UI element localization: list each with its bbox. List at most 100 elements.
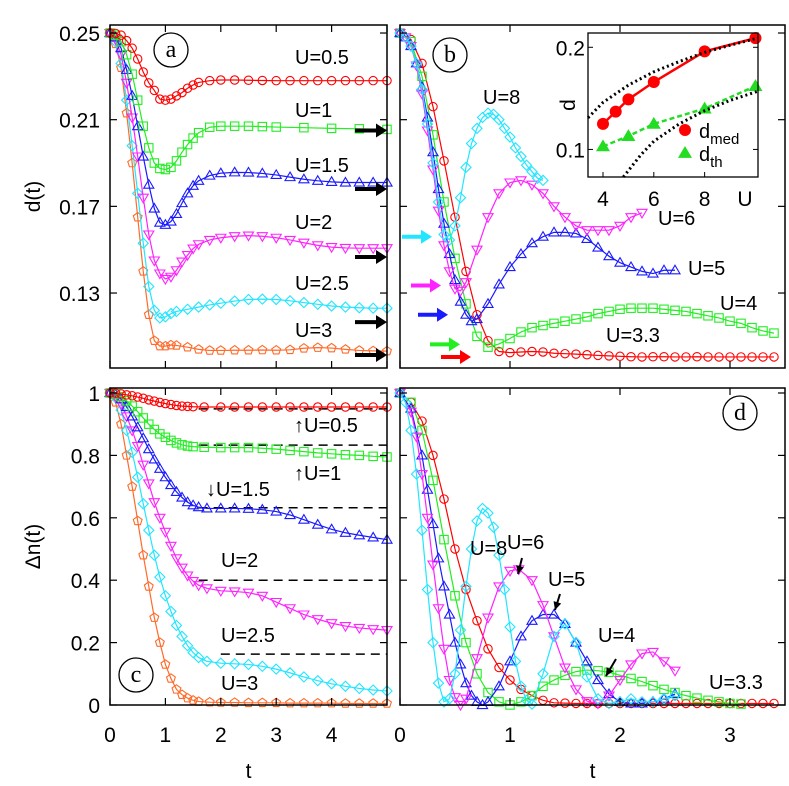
square-marker — [188, 133, 198, 143]
triangle-down-marker — [176, 257, 189, 268]
diamond-marker — [487, 521, 500, 533]
pentagon-marker — [368, 698, 379, 708]
square-marker — [604, 306, 614, 317]
diamond-marker — [284, 667, 296, 679]
square-marker — [604, 667, 614, 677]
diamond-marker — [471, 515, 483, 527]
triangle-down-marker — [148, 256, 161, 267]
pentagon-marker — [257, 697, 268, 708]
triangle-up-marker — [536, 230, 550, 241]
diamond-marker — [298, 671, 310, 683]
panel-label: a — [166, 37, 177, 63]
triangle-down-marker — [558, 213, 572, 224]
diamond-marker — [531, 172, 544, 185]
diamond-marker — [311, 674, 324, 687]
triangle-up-marker — [646, 267, 660, 278]
square-marker — [615, 304, 625, 315]
triangle-down-marker — [311, 615, 324, 626]
square-marker — [637, 303, 647, 313]
triangle-up-marker — [668, 264, 682, 275]
triangle-up-marker — [242, 166, 255, 177]
square-marker — [494, 339, 504, 349]
diamond-marker — [498, 583, 511, 596]
equilibrium-arrow-head — [376, 347, 387, 362]
triangle-up-marker — [448, 636, 462, 647]
triangle-down-marker — [126, 113, 139, 124]
y-tick-label: 0.6 — [71, 508, 100, 531]
triangle-up-marker — [228, 502, 241, 513]
x-tick-label: 0 — [104, 724, 116, 747]
square-marker — [560, 316, 570, 326]
triangle-down-marker — [421, 513, 434, 524]
triangle-down-marker — [297, 610, 310, 621]
pentagon-marker — [132, 211, 143, 222]
series-U=2.5 — [104, 27, 393, 324]
diamond-marker — [137, 237, 150, 250]
triangle-filled-marker — [678, 146, 692, 158]
pentagon-marker — [204, 345, 215, 355]
triangle-down-marker — [176, 563, 189, 574]
panel-label-circle — [118, 657, 154, 693]
triangle-up-marker — [454, 295, 467, 306]
triangle-up-marker — [421, 483, 434, 494]
diamond-marker — [192, 651, 205, 664]
y-tick-label: 0.21 — [59, 110, 100, 133]
series-label: U=8 — [470, 538, 507, 560]
x-axis-label: t — [246, 760, 252, 783]
equilibrium-arrow-head — [376, 182, 387, 197]
square-marker — [354, 450, 365, 461]
diamond-marker — [509, 142, 522, 154]
triangle-up-marker — [137, 432, 150, 443]
triangle-down-marker — [339, 243, 352, 255]
diamond-marker — [454, 624, 467, 636]
circle-marker — [127, 391, 137, 401]
pentagon-marker — [110, 38, 121, 49]
square-marker — [312, 448, 323, 458]
square-marker — [127, 69, 137, 79]
triangle-down-marker — [325, 243, 338, 254]
square-marker — [703, 311, 713, 321]
triangle-up-marker — [242, 502, 255, 513]
triangle-down-marker — [131, 441, 144, 453]
square-marker — [582, 665, 592, 675]
circle-marker — [439, 156, 449, 166]
diamond-marker — [504, 131, 516, 143]
square-marker — [758, 326, 768, 336]
square-marker — [132, 95, 143, 105]
triangle-up-marker — [547, 608, 561, 619]
square-marker — [257, 121, 268, 132]
diamond-marker — [170, 305, 183, 318]
triangle-up-marker — [270, 168, 283, 180]
triangle-up-marker — [547, 226, 561, 237]
pentagon-marker — [154, 340, 165, 351]
diamond-marker — [115, 404, 127, 416]
circle-marker — [692, 351, 702, 362]
triangle-down-marker — [192, 581, 205, 592]
circle-marker — [299, 75, 309, 86]
triangle-up-marker — [270, 505, 283, 516]
diamond-marker — [647, 696, 659, 708]
triangle-down-marker — [547, 632, 561, 643]
triangle-down-marker — [297, 238, 310, 249]
pentagon-marker — [138, 549, 149, 560]
diamond-marker — [131, 471, 144, 484]
triangle-down-marker — [470, 654, 484, 665]
inset-y-axis-label: d — [557, 99, 580, 111]
series-label: U=2 — [295, 212, 332, 234]
triangle-down-marker — [115, 50, 128, 61]
triangle-up-marker — [443, 608, 456, 619]
diamond-marker — [353, 301, 366, 314]
triangle-down-marker — [214, 233, 227, 244]
pentagon-marker — [121, 107, 132, 118]
square-marker — [714, 313, 724, 323]
square-marker — [127, 401, 137, 411]
square-marker — [160, 164, 171, 175]
filled-circle-marker — [596, 117, 609, 130]
circle-marker — [257, 402, 268, 412]
inset-legend-entry: dmed — [699, 121, 739, 148]
triangle-down-marker — [569, 221, 583, 232]
triangle-up-marker — [153, 462, 166, 473]
square-marker — [417, 71, 427, 82]
circle-marker — [505, 675, 515, 685]
pentagon-marker — [340, 698, 351, 708]
